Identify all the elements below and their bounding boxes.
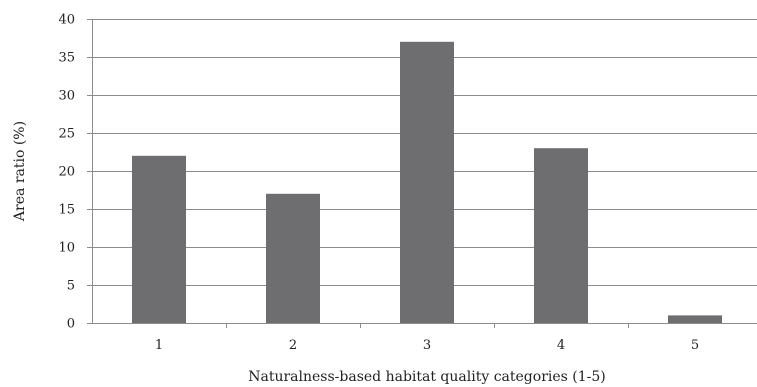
y-tick-label-25: 25 xyxy=(58,127,75,142)
y-tick-label-10: 10 xyxy=(58,241,75,256)
x-tick-labels: 1 2 3 4 5 xyxy=(155,338,699,353)
y-tick-label-30: 30 xyxy=(58,89,75,104)
bar-1 xyxy=(132,155,186,323)
y-tick-label-15: 15 xyxy=(58,203,75,218)
y-tick-label-5: 5 xyxy=(67,279,75,294)
x-tick-label-2: 2 xyxy=(289,338,297,353)
x-tick-label-1: 1 xyxy=(155,338,163,353)
axes xyxy=(87,19,757,328)
x-tick-label-5: 5 xyxy=(691,338,699,353)
y-tick-label-35: 35 xyxy=(58,51,75,66)
y-tick-label-20: 20 xyxy=(58,165,75,180)
bar-2 xyxy=(266,193,320,323)
y-tick-labels: 0 5 10 15 20 25 30 35 40 xyxy=(58,13,75,332)
x-tick-label-3: 3 xyxy=(423,338,431,353)
x-axis-title: Naturalness-based habitat quality catego… xyxy=(248,369,606,385)
x-tick-label-4: 4 xyxy=(557,338,565,353)
bar-4 xyxy=(534,148,588,323)
bars xyxy=(132,41,722,324)
bar-3 xyxy=(400,41,454,324)
y-axis-title: Area ratio (%) xyxy=(12,121,28,222)
y-tick-label-40: 40 xyxy=(58,13,75,28)
y-tick-label-0: 0 xyxy=(67,317,75,332)
bar-5 xyxy=(668,315,722,323)
